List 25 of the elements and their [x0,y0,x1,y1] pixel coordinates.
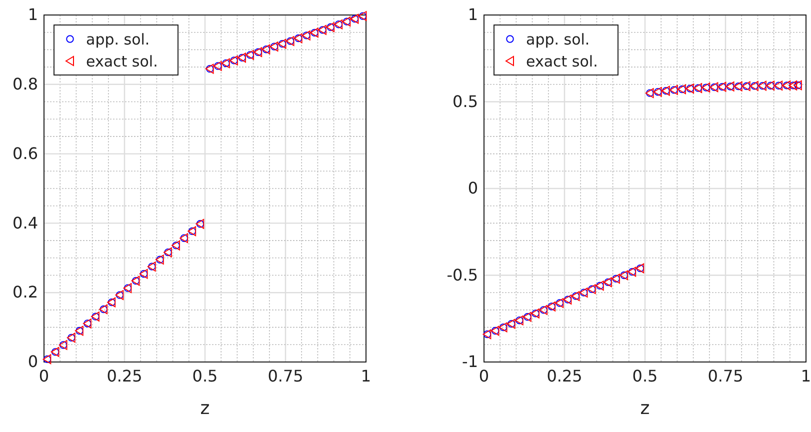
y-tick-label: 0.4 [12,213,38,232]
y-tick-label: 0.5 [452,92,478,111]
x-tick-label: 0.25 [546,366,582,386]
x-tick-label: 1 [800,366,811,386]
x-axis-title: z [200,398,210,419]
y-tick-label: 1 [28,5,38,24]
y-tick-label: 0.8 [12,74,38,94]
y-tick-label: 1 [468,5,478,24]
x-tick-label: 0.75 [708,366,744,386]
x-tick-label: 1 [360,366,372,386]
legend-label: app. sol. [526,30,590,48]
x-tick-label: 0.5 [192,366,218,386]
x-axis-title: z [640,398,650,419]
x-tick-label: 0.25 [106,366,142,386]
y-tick-label: 0 [28,352,38,372]
x-tick-label: 0.75 [268,366,304,386]
legend-label: exact sol. [526,52,598,70]
legend-label: exact sol. [86,52,158,70]
y-tick-label: 0.6 [12,144,38,163]
y-tick-label: -0.5 [446,265,478,284]
y-tick-label: 0.2 [12,282,38,302]
y-tick-label: -1 [462,352,478,372]
legend-label: app. sol. [86,30,150,48]
y-tick-label: 0 [468,178,478,198]
x-tick-label: 0.5 [632,366,658,386]
